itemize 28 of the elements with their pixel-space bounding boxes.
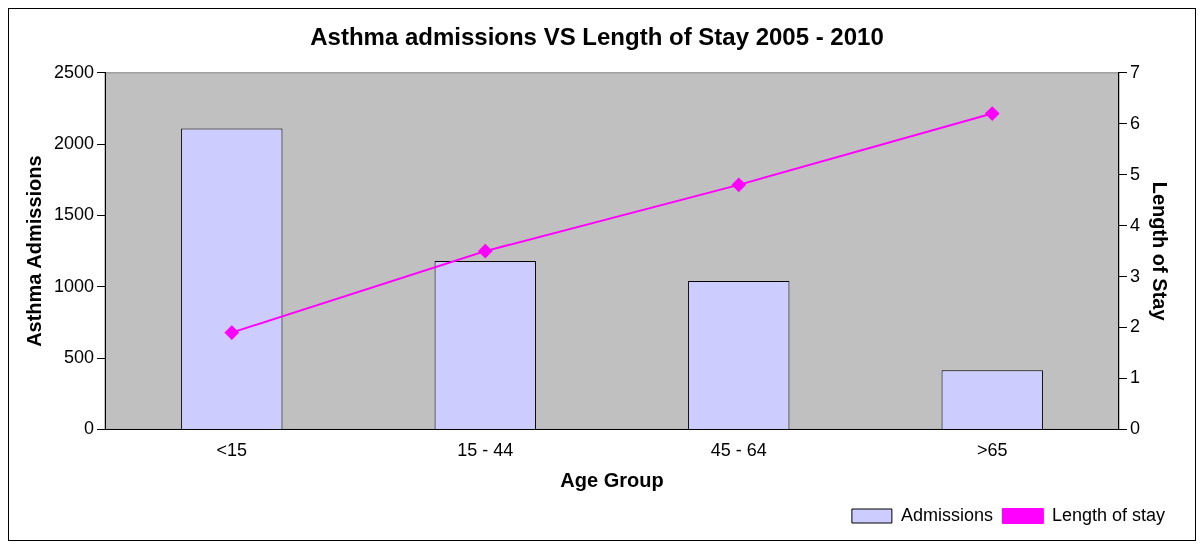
chart-title: Asthma admissions VS Length of Stay 2005 - 2010 xyxy=(310,23,884,51)
x-tick-label: 15 - 44 xyxy=(457,440,514,461)
y-axis-title: Asthma Admissions xyxy=(22,155,45,347)
x-axis-title: Age Group xyxy=(560,468,664,491)
y-tick-label: 500 xyxy=(64,347,95,368)
y2-tick-label: 1 xyxy=(1129,367,1140,388)
y2-tick-label: 0 xyxy=(1129,418,1140,439)
y-tick-label: 1000 xyxy=(54,275,95,296)
point xyxy=(478,244,493,259)
x-tick-label: >65 xyxy=(976,440,1008,461)
y-tick-label: 2500 xyxy=(54,61,95,82)
legend-label: Length of stay xyxy=(1051,504,1166,525)
y2-tick-label: 5 xyxy=(1129,163,1140,184)
y2-tick-label: 6 xyxy=(1129,112,1140,133)
y2-tick-label: 7 xyxy=(1129,61,1140,82)
point xyxy=(731,177,746,192)
y-tick-label: 1500 xyxy=(54,204,95,225)
x-tick-label: <15 xyxy=(216,440,248,461)
y2-axis-title: Length of Stay xyxy=(1149,181,1172,322)
y2-tick-label: 4 xyxy=(1129,214,1140,235)
legend-label: Admissions xyxy=(900,504,993,525)
y-tick-label: 2000 xyxy=(54,133,95,154)
y2-tick-label: 2 xyxy=(1129,316,1140,337)
y2-tick-label: 3 xyxy=(1129,265,1140,286)
point xyxy=(985,106,1000,121)
y-tick-label: 0 xyxy=(84,418,95,439)
x-tick-label: 45 - 64 xyxy=(710,440,767,461)
point xyxy=(224,325,239,340)
